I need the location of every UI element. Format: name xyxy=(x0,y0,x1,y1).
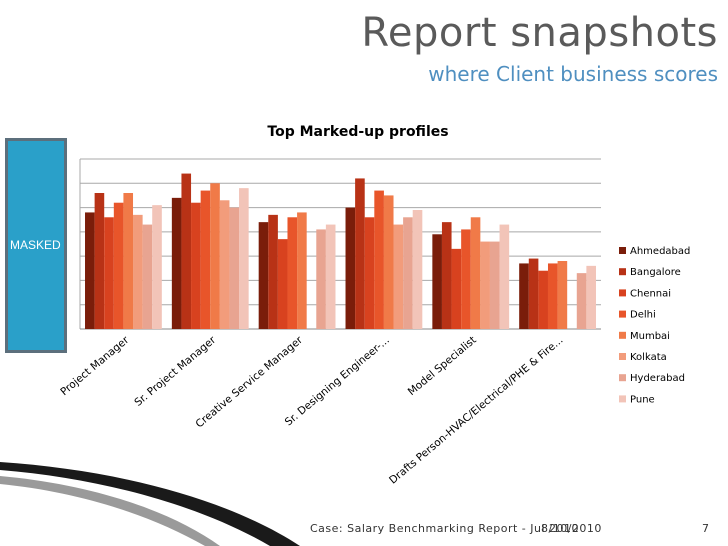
bar xyxy=(268,214,278,329)
bar xyxy=(171,197,182,329)
bar xyxy=(383,195,394,329)
legend-label: Hyderabad xyxy=(630,373,685,384)
bar xyxy=(345,207,356,329)
bar xyxy=(85,212,95,329)
bar xyxy=(142,224,153,329)
legend-swatch xyxy=(619,310,626,318)
footer-page: 7 xyxy=(702,522,710,535)
bar xyxy=(104,217,114,329)
bar xyxy=(181,173,192,329)
bar xyxy=(557,261,568,329)
bar xyxy=(123,193,134,329)
chart-title: Top Marked-up profiles xyxy=(267,124,448,140)
legend-label: Kolkata xyxy=(630,352,667,363)
legend-swatch xyxy=(619,395,626,403)
bar xyxy=(258,222,269,329)
masked-label: MASKED xyxy=(10,238,61,252)
bar xyxy=(219,200,230,329)
bar xyxy=(364,217,375,329)
bar xyxy=(586,265,596,329)
bar xyxy=(229,207,240,329)
bar xyxy=(528,258,539,329)
bar xyxy=(316,229,326,329)
legend-swatch xyxy=(619,247,626,254)
legend-label: Pune xyxy=(630,394,655,405)
bar xyxy=(239,188,249,329)
bar xyxy=(94,193,105,329)
legend-swatch xyxy=(619,353,626,360)
bar xyxy=(499,224,510,329)
bar xyxy=(576,273,587,329)
bar xyxy=(297,212,307,329)
bar xyxy=(547,263,558,329)
bar xyxy=(191,202,201,329)
bar xyxy=(441,222,452,329)
bar xyxy=(412,210,423,329)
bar xyxy=(200,190,211,329)
bar xyxy=(480,241,490,329)
bar xyxy=(152,205,162,329)
bar xyxy=(210,183,220,329)
bar xyxy=(538,270,548,329)
footer-date: 8/10/2010 xyxy=(541,522,602,535)
legend-swatch xyxy=(619,268,626,276)
legend-label: Delhi xyxy=(630,310,656,321)
bar xyxy=(355,178,365,329)
slide-title: Report snapshots xyxy=(361,10,718,56)
bar xyxy=(470,217,481,329)
bar xyxy=(374,190,384,329)
legend-label: Mumbai xyxy=(630,331,670,342)
bar xyxy=(393,224,404,329)
bar xyxy=(113,202,124,329)
bar xyxy=(325,224,336,329)
legend-swatch xyxy=(619,289,626,297)
bar xyxy=(287,217,298,329)
bar xyxy=(519,263,529,329)
bar xyxy=(461,229,471,329)
slide-subtitle: where Client business scores xyxy=(428,62,718,86)
bar xyxy=(489,241,500,329)
legend-swatch xyxy=(619,374,626,382)
bar xyxy=(403,217,413,329)
legend-label: Chennai xyxy=(630,288,671,299)
bar xyxy=(133,214,143,329)
bar xyxy=(451,248,462,329)
legend-label: Bangalore xyxy=(630,267,681,278)
legend-swatch xyxy=(619,331,626,339)
bar xyxy=(277,239,288,329)
masked-box xyxy=(5,138,67,353)
footer-case: Case: Salary Benchmarking Report - Jul 2… xyxy=(310,522,580,535)
legend-label: Ahmedabad xyxy=(630,246,690,257)
bar xyxy=(432,234,442,329)
